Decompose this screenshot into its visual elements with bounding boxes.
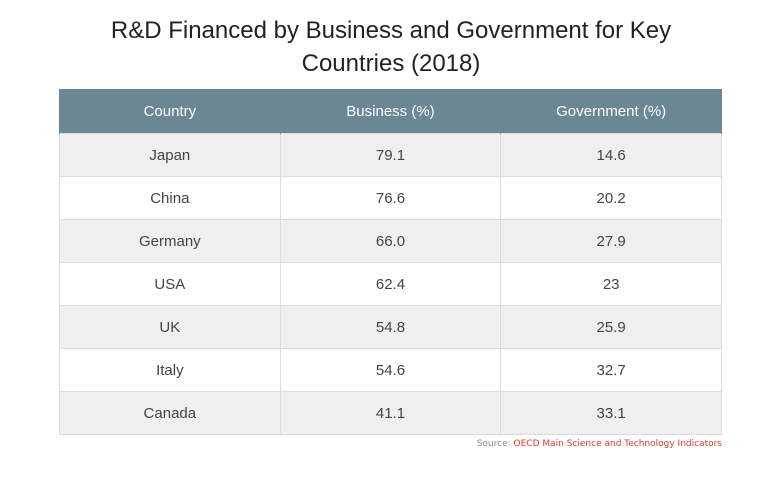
source-note: Source: OECD Main Science and Technology… (477, 439, 722, 449)
cell-business: 79.1 (279, 133, 502, 177)
cell-country: China (59, 176, 281, 220)
cell-business: 66.0 (279, 219, 502, 263)
cell-country: Italy (59, 348, 281, 392)
table-row: Germany 66.0 27.9 (59, 219, 722, 263)
cell-government: 33.1 (500, 391, 722, 435)
chart-title: R&D Financed by Business and Government … (60, 14, 722, 80)
cell-country: Canada (59, 391, 281, 435)
source-link[interactable]: OECD Main Science and Technology Indicat… (513, 439, 722, 449)
column-header-government: Government (%) (500, 89, 722, 134)
table-row: Canada 41.1 33.1 (59, 391, 722, 435)
cell-country: Japan (59, 133, 281, 177)
column-header-country: Country (59, 89, 281, 134)
cell-business: 54.8 (279, 305, 502, 349)
table-row: Japan 79.1 14.6 (59, 133, 722, 177)
table-row: UK 54.8 25.9 (59, 305, 722, 349)
table-row: Italy 54.6 32.7 (59, 348, 722, 392)
table-row: China 76.6 20.2 (59, 176, 722, 220)
cell-business: 62.4 (279, 262, 502, 306)
table-header-row: Country Business (%) Government (%) (59, 89, 722, 134)
cell-country: UK (59, 305, 281, 349)
cell-government: 25.9 (500, 305, 722, 349)
cell-country: Germany (59, 219, 281, 263)
cell-government: 23 (500, 262, 722, 306)
cell-government: 32.7 (500, 348, 722, 392)
table-row: USA 62.4 23 (59, 262, 722, 306)
cell-business: 54.6 (279, 348, 502, 392)
cell-business: 76.6 (279, 176, 502, 220)
column-header-business: Business (%) (279, 89, 502, 134)
cell-government: 20.2 (500, 176, 722, 220)
cell-business: 41.1 (279, 391, 502, 435)
data-table: Country Business (%) Government (%) Japa… (59, 89, 722, 435)
cell-government: 14.6 (500, 133, 722, 177)
chart-title-text: R&D Financed by Business and Government … (110, 17, 672, 77)
cell-government: 27.9 (500, 219, 722, 263)
source-label: Source: (476, 439, 511, 449)
cell-country: USA (59, 262, 281, 306)
